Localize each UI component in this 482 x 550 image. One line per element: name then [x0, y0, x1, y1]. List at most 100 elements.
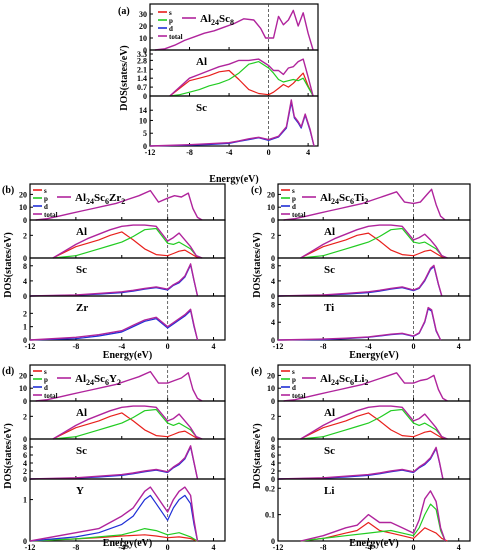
panel-b-2: 0 4 8 Sc: [23, 257, 226, 301]
panel-label: Li: [324, 485, 334, 497]
y-tick-label: 20: [19, 190, 27, 199]
series-line-total: [35, 189, 203, 221]
title-part-tail: Zr: [109, 192, 121, 204]
series-line-s: [169, 69, 314, 97]
panel-label: Sc: [196, 102, 207, 114]
figure-letter: (c): [251, 185, 262, 196]
y-tick-label: 4: [23, 277, 27, 286]
series-line-s: [52, 412, 203, 440]
y-tick-label: 4: [23, 459, 27, 468]
y-tick-label: 0: [23, 216, 27, 225]
y-tick-label: 14: [139, 106, 147, 115]
series-line-total: [29, 445, 199, 480]
x-tick-label: 0: [412, 543, 416, 550]
compound-title: Al24Sc6Zr2: [57, 192, 125, 206]
legend-label-s: s: [169, 9, 172, 17]
y-tick-label: 0: [23, 397, 27, 406]
title-part-sub1: 24: [331, 378, 339, 387]
x-tick-label: -12: [273, 543, 284, 550]
title-part-tail: Y: [109, 373, 117, 385]
compound-title-text: Al24Sc6Li2: [320, 373, 368, 387]
series-line-s: [52, 231, 203, 259]
series-line-d: [29, 446, 199, 480]
y-tick-label: 2: [271, 231, 275, 240]
panel-label: Al: [324, 226, 335, 238]
panel-label: Y: [76, 485, 84, 497]
y-tick-label: 0: [271, 397, 275, 406]
y-tick-label: 0: [23, 537, 27, 546]
series-line-total: [29, 486, 199, 542]
title-part-sub2: 6: [105, 378, 109, 387]
series-line-d: [277, 265, 443, 297]
x-tick-label: -4: [226, 148, 233, 157]
y-axis-label: DOS(states/eV): [3, 232, 14, 298]
y-tick-label: 5: [143, 129, 147, 138]
y-tick-label: 4: [271, 459, 275, 468]
figure-letter: (b): [2, 185, 14, 196]
title-part-sub3: 2: [364, 197, 368, 206]
y-tick-label: 0.1: [265, 511, 275, 520]
panel-d-3: 0 1 Y: [23, 478, 226, 546]
series-line-p: [300, 408, 448, 440]
legend-label-d: d: [44, 384, 48, 392]
legend-label-d: d: [169, 25, 173, 33]
title-part-sub3: 2: [364, 378, 368, 387]
panel-label: Ti: [324, 302, 334, 314]
series-line-s: [300, 412, 448, 440]
series-line-s: [300, 521, 448, 542]
x-tick-label: -4: [118, 342, 125, 351]
figure-letter: (e): [251, 366, 262, 377]
legend-label-d: d: [292, 384, 296, 392]
y-tick-label: 0: [143, 92, 147, 101]
y-tick-label: 0: [143, 142, 147, 151]
compound-title: Al24Sc6Y2: [57, 373, 121, 387]
panel-a-1: 00.71.42.12.83.3Al: [137, 49, 319, 101]
panel-b-1: 0 2 Al: [23, 219, 226, 263]
series-line-d: [277, 448, 444, 480]
x-tick-label: -12: [145, 148, 156, 157]
legend-label-total: total: [292, 211, 306, 219]
panel-label: Al: [76, 226, 87, 238]
x-tick-label: 4: [457, 342, 461, 351]
legend-label-s: s: [44, 187, 47, 195]
legend-label-p: p: [169, 17, 173, 25]
legend-label-p: p: [44, 195, 48, 203]
compound-title: Al24Sc6Li2: [302, 373, 368, 387]
title-part-sub2: 6: [350, 197, 354, 206]
figure-letter: (d): [2, 366, 14, 377]
y-tick-label: 2.8: [137, 56, 147, 65]
x-tick-label: -8: [73, 543, 80, 550]
series-line-total: [300, 224, 448, 259]
x-tick-label: -12: [25, 543, 36, 550]
series-line-d: [29, 310, 199, 341]
legend-label-p: p: [292, 195, 296, 203]
y-tick-label: 10: [267, 203, 275, 212]
title-part-mid: Sc: [94, 192, 105, 204]
series-line-p: [169, 61, 314, 97]
y-tick-label: 20: [139, 22, 147, 31]
y-tick-label: 0: [271, 475, 275, 484]
legend-label-d: d: [292, 203, 296, 211]
y-tick-label: 4: [271, 277, 275, 286]
x-tick-label: 4: [212, 342, 216, 351]
panel-frame: [29, 295, 226, 341]
legend-label-d: d: [44, 203, 48, 211]
series-line-p: [52, 227, 203, 259]
panel-c-1: 0 2 Al: [271, 219, 471, 263]
y-tick-label: 30: [139, 10, 147, 19]
series-line-total: [300, 405, 448, 440]
series-line-total: [29, 263, 199, 297]
title-part-base: Al: [200, 13, 211, 25]
series-line-total: [277, 264, 443, 297]
x-tick-label: -4: [365, 342, 372, 351]
y-tick-label: 0: [23, 336, 27, 345]
series-line-total: [29, 308, 199, 341]
series-line-s: [300, 232, 448, 259]
legend-label-total: total: [44, 211, 58, 219]
panel-label: Zr: [76, 302, 88, 314]
x-tick-label: -8: [320, 543, 327, 550]
series-line-total: [277, 446, 444, 480]
